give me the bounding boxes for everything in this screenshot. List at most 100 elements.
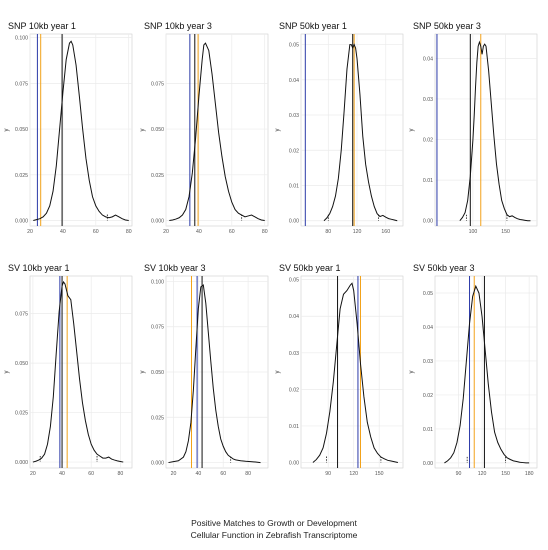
y-tick-label: 0.025	[15, 411, 28, 417]
x-tick-label: 60	[220, 471, 226, 477]
density-curve	[33, 40, 129, 222]
y-tick-label: 0.01	[289, 424, 299, 430]
y-tick-label: 0.03	[289, 113, 299, 119]
x-tick-label: 40	[59, 471, 65, 477]
density-curve	[312, 282, 399, 463]
caption-line-2: Cellular Function in Zebrafish Transcrip…	[190, 530, 358, 540]
y-axis-label: y	[4, 371, 10, 374]
y-tick-label: 0.050	[151, 127, 164, 133]
y-tick-label: 0.050	[15, 361, 28, 367]
density-panel: SNP 10kb year 3 0.000 0.025 0.050 0.075 20 40 6…	[140, 21, 269, 235]
x-tick-label: 180	[525, 471, 534, 477]
density-panel: SNP 50kb year 1 0.00 0.01 0.02 0.03 0.04 0.05 8…	[275, 21, 404, 235]
y-tick-label: 0.050	[15, 127, 28, 133]
density-curve	[32, 280, 124, 463]
x-tick-label: 20	[163, 229, 169, 235]
density-curve	[459, 40, 531, 222]
y-tick-label: 0.025	[15, 173, 28, 179]
y-axis-label: y	[140, 371, 146, 374]
y-tick-label: 0.025	[151, 415, 164, 421]
y-tick-label: 0.050	[151, 370, 164, 376]
y-tick-label: 0.04	[289, 78, 299, 84]
y-tick-label: 0.100	[151, 279, 164, 285]
panel-title: SV 50kb year 1	[279, 263, 341, 273]
y-tick-label: 0.05	[289, 43, 299, 49]
panel-title: SNP 50kb year 3	[413, 21, 481, 31]
y-tick-label: 0.05	[289, 278, 299, 284]
x-tick-label: 80	[262, 229, 268, 235]
y-tick-label: 0.075	[15, 81, 28, 87]
x-tick-label: 60	[93, 229, 99, 235]
x-tick-label: 60	[229, 229, 235, 235]
y-tick-label: 0.025	[151, 173, 164, 179]
x-tick-label: 120	[349, 471, 358, 477]
y-tick-label: 0.03	[289, 351, 299, 357]
x-tick-label: 60	[88, 471, 94, 477]
y-tick-label: 0.00	[423, 219, 433, 225]
x-tick-label: 20	[30, 471, 36, 477]
plot-area	[434, 275, 538, 469]
plot-area	[434, 33, 538, 227]
y-tick-label: 0.075	[151, 325, 164, 331]
y-tick-label: 0.02	[423, 393, 433, 399]
y-tick-label: 0.03	[423, 97, 433, 103]
x-tick-label: 40	[60, 229, 66, 235]
y-tick-label: 0.01	[423, 427, 433, 433]
x-tick-label: 120	[353, 229, 362, 235]
density-panel: SNP 10kb year 1 0.000 0.025 0.050 0.075 0.100…	[4, 21, 133, 235]
x-tick-label: 80	[325, 229, 331, 235]
plot-area	[29, 33, 133, 227]
plot-area	[29, 275, 133, 469]
panel-title: SV 10kb year 3	[144, 263, 206, 273]
y-tick-label: 0.04	[423, 325, 433, 331]
y-axis-label: y	[409, 371, 415, 374]
x-tick-label: 80	[117, 471, 123, 477]
panel-title: SV 10kb year 1	[8, 263, 70, 273]
x-tick-label: 20	[171, 471, 177, 477]
x-tick-label: 90	[325, 471, 331, 477]
panel-title: SNP 50kb year 1	[279, 21, 347, 31]
panel-title: SV 50kb year 3	[413, 263, 475, 273]
y-tick-label: 0.000	[151, 461, 164, 467]
y-axis-label: y	[409, 129, 415, 132]
panel-title: SNP 10kb year 3	[144, 21, 212, 31]
density-panel: SV 10kb year 3 0.000 0.025 0.050 0.075 0.100 2…	[140, 263, 269, 477]
y-tick-label: 0.00	[289, 219, 299, 225]
density-curve	[323, 43, 398, 222]
y-tick-label: 0.02	[289, 387, 299, 393]
y-tick-label: 0.075	[15, 312, 28, 318]
density-panel: SV 50kb year 1 0.00 0.01 0.02 0.03 0.04 0.05 90…	[275, 263, 404, 477]
x-tick-label: 80	[126, 229, 132, 235]
density-panel: SNP 50kb year 3 0.00 0.01 0.02 0.03 0.04 100 15…	[409, 21, 538, 235]
plot-area	[300, 33, 404, 227]
y-tick-label: 0.000	[15, 219, 28, 225]
plot-area	[300, 275, 404, 469]
x-tick-label: 100	[469, 229, 478, 235]
y-axis-label: y	[275, 129, 281, 132]
density-panel: SV 50kb year 3 0.00 0.01 0.02 0.03 0.04 0.05 90…	[409, 263, 538, 477]
x-tick-label: 40	[195, 471, 201, 477]
y-tick-label: 0.02	[423, 138, 433, 144]
plot-area	[165, 33, 269, 227]
x-tick-label: 20	[27, 229, 33, 235]
y-tick-label: 0.075	[151, 81, 164, 87]
x-tick-label: 160	[381, 229, 390, 235]
density-curve	[444, 284, 530, 464]
y-tick-label: 0.04	[423, 56, 433, 62]
density-panel: SV 10kb year 1 0.000 0.025 0.050 0.075 20 40 60…	[4, 263, 133, 477]
y-tick-label: 0.01	[423, 178, 433, 184]
panel-title: SNP 10kb year 1	[8, 21, 76, 31]
y-tick-label: 0.00	[289, 461, 299, 467]
y-tick-label: 0.05	[423, 291, 433, 297]
x-tick-label: 90	[456, 471, 462, 477]
y-tick-label: 0.03	[423, 359, 433, 365]
y-axis-label: y	[140, 129, 146, 132]
y-tick-label: 0.04	[289, 314, 299, 320]
density-curve	[169, 42, 265, 222]
y-axis-label: y	[4, 129, 10, 132]
x-tick-label: 80	[245, 471, 251, 477]
y-axis-label: y	[275, 371, 281, 374]
x-tick-label: 40	[196, 229, 202, 235]
x-tick-label: 150	[375, 471, 384, 477]
